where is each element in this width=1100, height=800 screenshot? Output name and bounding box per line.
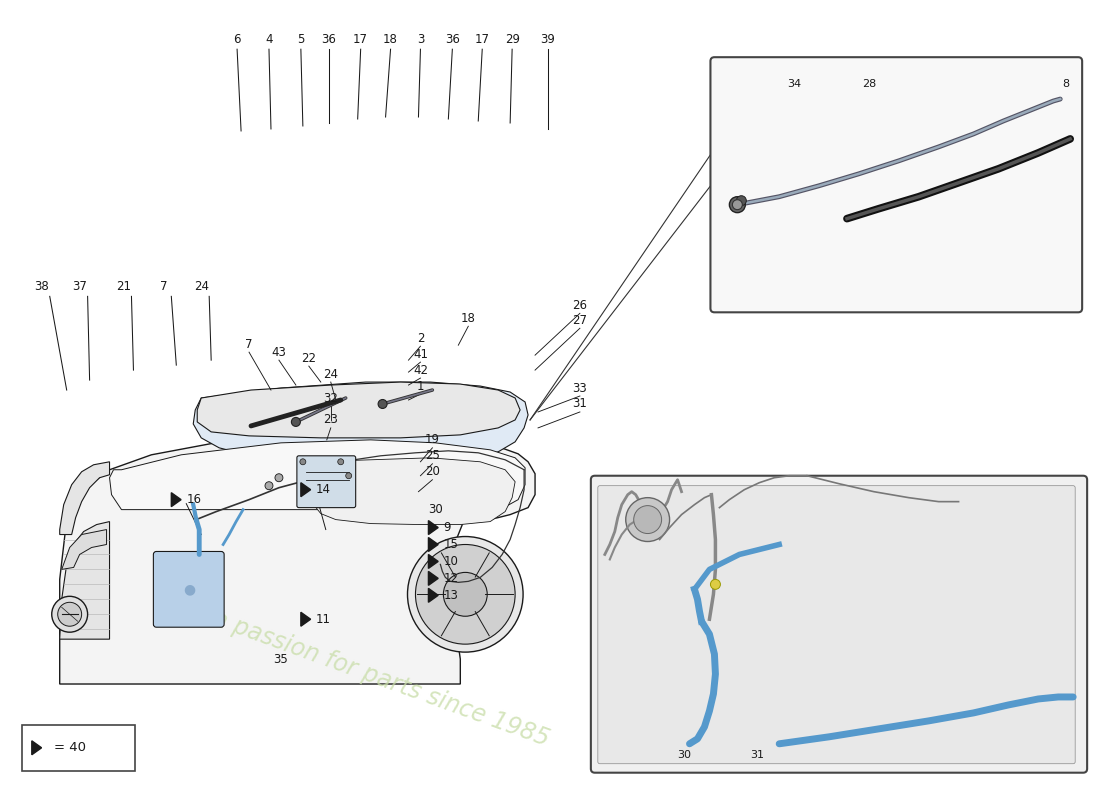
Circle shape <box>634 506 661 534</box>
Text: 27: 27 <box>572 314 587 326</box>
Text: 19: 19 <box>425 434 440 446</box>
Polygon shape <box>59 432 535 684</box>
Circle shape <box>57 602 81 626</box>
Text: 41: 41 <box>412 348 428 361</box>
Text: 36: 36 <box>444 33 460 46</box>
Text: 16: 16 <box>186 493 201 506</box>
Text: 24: 24 <box>194 280 209 293</box>
Text: 28: 28 <box>861 79 876 89</box>
Polygon shape <box>428 554 438 569</box>
Text: 2: 2 <box>417 332 425 345</box>
Text: 11: 11 <box>316 613 331 626</box>
Polygon shape <box>59 462 110 534</box>
Text: 36: 36 <box>321 33 337 46</box>
Text: 7: 7 <box>160 280 167 293</box>
Polygon shape <box>428 521 438 534</box>
Polygon shape <box>428 588 438 602</box>
Text: 30: 30 <box>678 750 692 760</box>
Text: 9: 9 <box>443 521 451 534</box>
Text: 30: 30 <box>428 503 443 516</box>
Text: 38: 38 <box>34 280 50 293</box>
Text: 13: 13 <box>443 589 459 602</box>
Circle shape <box>345 473 352 478</box>
Text: 17: 17 <box>353 33 369 46</box>
Text: 14: 14 <box>316 483 331 496</box>
Polygon shape <box>309 458 515 525</box>
Text: 34: 34 <box>788 79 801 89</box>
Text: 35: 35 <box>274 653 288 666</box>
Circle shape <box>292 418 300 426</box>
Circle shape <box>265 482 273 490</box>
Circle shape <box>733 200 742 210</box>
Polygon shape <box>428 571 438 586</box>
Text: 31: 31 <box>750 750 764 760</box>
Text: 20: 20 <box>425 466 440 478</box>
Text: 31: 31 <box>572 398 587 410</box>
FancyBboxPatch shape <box>597 486 1075 764</box>
Circle shape <box>52 596 88 632</box>
Text: 18: 18 <box>383 33 398 46</box>
Text: 21: 21 <box>116 280 131 293</box>
Text: ●: ● <box>184 582 196 596</box>
Text: 32: 32 <box>323 391 338 405</box>
Text: 18: 18 <box>461 312 475 325</box>
Text: 10: 10 <box>443 555 459 568</box>
Text: 8: 8 <box>1063 79 1070 89</box>
Text: 24: 24 <box>323 367 339 381</box>
Text: 29: 29 <box>505 33 519 46</box>
Polygon shape <box>32 741 42 754</box>
Text: 26: 26 <box>572 299 587 312</box>
Text: 39: 39 <box>540 33 556 46</box>
Circle shape <box>729 197 746 213</box>
Text: 6: 6 <box>233 33 241 46</box>
Text: 37: 37 <box>73 280 87 293</box>
Circle shape <box>416 545 515 644</box>
Text: 15: 15 <box>443 538 459 551</box>
Circle shape <box>626 498 670 542</box>
Text: 25: 25 <box>425 450 440 462</box>
Circle shape <box>443 572 487 616</box>
Polygon shape <box>301 612 310 626</box>
Circle shape <box>736 196 746 206</box>
Polygon shape <box>110 440 525 510</box>
FancyBboxPatch shape <box>153 551 224 627</box>
Circle shape <box>338 458 343 465</box>
Text: a passion for parts since 1985: a passion for parts since 1985 <box>209 606 552 751</box>
Text: 22: 22 <box>301 352 317 365</box>
Text: = 40: = 40 <box>54 742 86 754</box>
Polygon shape <box>194 382 528 462</box>
Circle shape <box>378 399 387 409</box>
Polygon shape <box>301 482 310 497</box>
Polygon shape <box>197 382 520 438</box>
Circle shape <box>275 474 283 482</box>
Polygon shape <box>428 538 438 551</box>
Text: 33: 33 <box>572 382 587 394</box>
Text: 42: 42 <box>412 364 428 377</box>
FancyBboxPatch shape <box>591 476 1087 773</box>
Text: 17: 17 <box>475 33 490 46</box>
Polygon shape <box>59 522 110 639</box>
Text: 5: 5 <box>297 33 305 46</box>
Circle shape <box>407 537 524 652</box>
FancyBboxPatch shape <box>711 57 1082 312</box>
Text: 23: 23 <box>323 414 338 426</box>
Text: 43: 43 <box>272 346 286 358</box>
Text: 4: 4 <box>265 33 273 46</box>
Polygon shape <box>62 530 107 570</box>
Text: 1: 1 <box>417 379 425 393</box>
Text: 12: 12 <box>443 572 459 585</box>
Polygon shape <box>172 493 182 506</box>
Circle shape <box>711 579 720 590</box>
Circle shape <box>300 458 306 465</box>
Text: 3: 3 <box>417 33 425 46</box>
Text: 7: 7 <box>245 338 253 350</box>
FancyBboxPatch shape <box>297 456 355 508</box>
